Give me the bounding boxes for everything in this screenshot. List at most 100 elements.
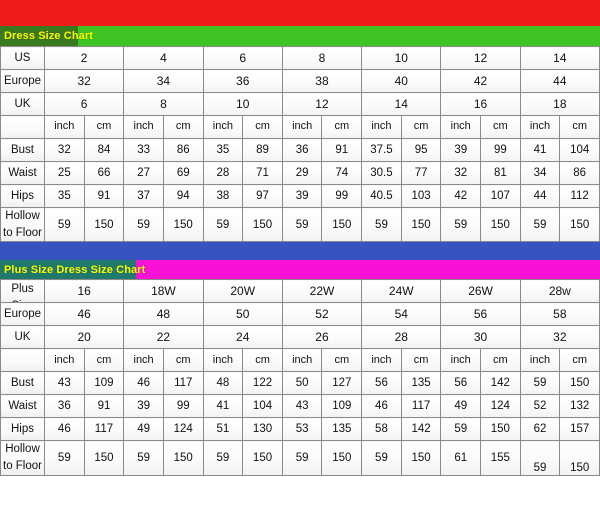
value-cell: 59 bbox=[202, 206, 244, 243]
table-row-us: US 2 4 6 8 10 12 14 bbox=[0, 46, 600, 70]
value-cell: 46 bbox=[123, 371, 164, 396]
table-row: Hips 46 117 49 124 51 130 53 135 58 142 … bbox=[0, 417, 600, 442]
plus-chart-title-band: Plus Size Dress Size Chart bbox=[0, 260, 600, 280]
value-cell: 59 bbox=[361, 440, 402, 476]
uk-size-cell: 16 bbox=[440, 92, 521, 116]
value-cell: 89 bbox=[242, 138, 283, 162]
uk-size-cell: 22 bbox=[123, 325, 204, 350]
us-size-cell: 4 bbox=[123, 46, 204, 70]
value-cell: 132 bbox=[559, 394, 600, 419]
uk-size-cell: 6 bbox=[43, 92, 125, 116]
value-cell: 117 bbox=[162, 371, 204, 396]
europe-size-cell: 50 bbox=[202, 302, 283, 327]
value-cell: 95 bbox=[400, 138, 442, 162]
table-row: Hollow to Floor 59 150 59 150 59 150 59 … bbox=[0, 206, 600, 243]
value-cell: 86 bbox=[162, 138, 204, 162]
table-row: Hollow to Floor 59 150 59 150 59 150 59 … bbox=[0, 440, 600, 476]
us-size-cell: 2 bbox=[43, 46, 125, 70]
value-cell: 37 bbox=[123, 184, 164, 208]
unit-inch: inch bbox=[519, 348, 561, 373]
value-cell: 91 bbox=[83, 184, 125, 208]
us-size-cell: 8 bbox=[281, 46, 363, 70]
table-row-uk: UK 6 8 10 12 14 16 18 bbox=[0, 92, 600, 116]
row-label-plus-size: Plus Size bbox=[0, 279, 45, 304]
europe-size-cell: 56 bbox=[440, 302, 521, 327]
value-cell: 46 bbox=[44, 417, 85, 442]
value-cell: 56 bbox=[361, 371, 402, 396]
value-cell: 150 bbox=[242, 440, 283, 476]
value-cell: 56 bbox=[440, 371, 482, 396]
value-cell: 40.5 bbox=[361, 184, 402, 208]
table-row-europe: Europe 32 34 36 38 40 42 44 bbox=[0, 69, 600, 93]
plus-size-cell: 28w bbox=[519, 279, 600, 304]
value-cell: 150 bbox=[400, 440, 442, 476]
row-label-hollow-to-floor: Hollow to Floor bbox=[0, 206, 45, 243]
unit-cm: cm bbox=[242, 115, 283, 139]
europe-size-cell: 34 bbox=[123, 69, 204, 93]
value-cell: 150 bbox=[559, 440, 600, 476]
value-cell: 124 bbox=[480, 394, 521, 419]
value-cell: 150 bbox=[162, 440, 204, 476]
row-label-uk: UK bbox=[0, 92, 45, 116]
europe-size-cell: 58 bbox=[519, 302, 600, 327]
row-label-europe: Europe bbox=[0, 302, 45, 327]
value-cell: 36 bbox=[281, 138, 323, 162]
unit-inch: inch bbox=[281, 115, 323, 139]
value-cell: 59 bbox=[44, 206, 85, 243]
europe-size-cell: 40 bbox=[361, 69, 442, 93]
value-cell: 50 bbox=[281, 371, 323, 396]
value-cell: 124 bbox=[162, 417, 204, 442]
value-cell: 51 bbox=[202, 417, 244, 442]
uk-size-cell: 18 bbox=[519, 92, 600, 116]
plus-size-cell: 20W bbox=[202, 279, 283, 304]
value-cell: 103 bbox=[400, 184, 442, 208]
value-cell: 28 bbox=[202, 161, 244, 185]
value-cell: 122 bbox=[242, 371, 283, 396]
table-row-europe: Europe 46 48 50 52 54 56 58 bbox=[0, 302, 600, 327]
row-label-waist: Waist bbox=[0, 394, 45, 419]
value-cell: 81 bbox=[480, 161, 521, 185]
value-cell: 39 bbox=[440, 138, 482, 162]
hollow-label-line2: to Floor bbox=[3, 460, 42, 473]
value-cell: 71 bbox=[242, 161, 283, 185]
value-cell: 53 bbox=[281, 417, 323, 442]
plus-size-cell: 16 bbox=[43, 279, 125, 304]
value-cell: 58 bbox=[361, 417, 402, 442]
value-cell: 150 bbox=[480, 206, 521, 243]
value-cell: 43 bbox=[44, 371, 85, 396]
hollow-label-line1: Hollow bbox=[5, 443, 40, 456]
unit-cm: cm bbox=[83, 348, 125, 373]
value-cell: 150 bbox=[83, 206, 125, 243]
value-cell: 59 bbox=[123, 206, 164, 243]
table-row: Hips 35 91 37 94 38 97 39 99 40.5 103 42… bbox=[0, 184, 600, 208]
unit-cm: cm bbox=[162, 115, 204, 139]
unit-row-corner bbox=[0, 115, 45, 139]
unit-cm: cm bbox=[480, 115, 521, 139]
value-cell: 61 bbox=[440, 440, 482, 476]
value-cell: 157 bbox=[559, 417, 600, 442]
table-row: Waist 25 66 27 69 28 71 29 74 30.5 77 32… bbox=[0, 161, 600, 185]
value-cell: 35 bbox=[202, 138, 244, 162]
unit-inch: inch bbox=[123, 348, 164, 373]
unit-inch: inch bbox=[44, 348, 85, 373]
uk-size-cell: 10 bbox=[202, 92, 283, 116]
value-cell: 150 bbox=[321, 440, 363, 476]
plus-size-cell: 22W bbox=[281, 279, 363, 304]
unit-inch: inch bbox=[361, 115, 402, 139]
value-cell: 59 bbox=[44, 440, 85, 476]
value-cell: 32 bbox=[440, 161, 482, 185]
value-cell: 39 bbox=[281, 184, 323, 208]
top-red-band bbox=[0, 0, 600, 26]
value-cell: 150 bbox=[321, 206, 363, 243]
table-row-units: inch cm inch cm inch cm inch cm inch cm … bbox=[0, 348, 600, 373]
value-cell: 44 bbox=[519, 184, 561, 208]
uk-size-cell: 28 bbox=[361, 325, 442, 350]
value-cell: 99 bbox=[321, 184, 363, 208]
value-cell: 150 bbox=[559, 371, 600, 396]
value-cell: 66 bbox=[83, 161, 125, 185]
row-label-uk: UK bbox=[0, 325, 45, 350]
value-cell: 109 bbox=[83, 371, 125, 396]
row-label-hollow-to-floor: Hollow to Floor bbox=[0, 440, 45, 476]
value-cell: 104 bbox=[559, 138, 600, 162]
